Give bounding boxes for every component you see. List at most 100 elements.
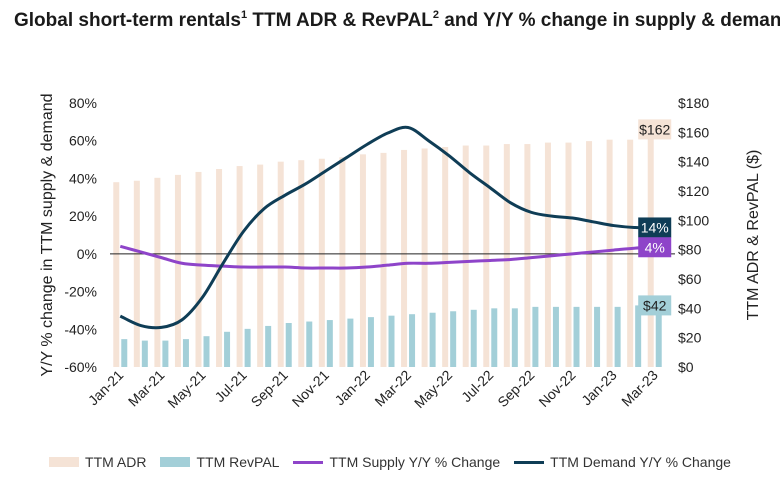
x-tick-label: Jan-22 (331, 367, 373, 409)
adr-bar (318, 158, 325, 367)
title-text-suffix: and Y/Y % change in supply & demand (439, 10, 780, 31)
revpal-bar (532, 306, 539, 367)
revpal-bar (655, 305, 662, 367)
legend-item-demand: TTM Demand Y/Y % Change (514, 454, 731, 470)
left-tick-label: 60% (69, 133, 97, 149)
end-label: $162 (639, 121, 670, 137)
legend-label-adr: TTM ADR (85, 454, 147, 470)
revpal-bar (429, 312, 436, 367)
adr-bar (277, 161, 284, 367)
revpal-bar (326, 320, 333, 367)
revpal-bar (182, 339, 189, 367)
revpal-bar (491, 308, 498, 367)
adr-bar (401, 149, 408, 367)
x-tick-label: Mar-23 (618, 367, 661, 410)
adr-bar (359, 154, 366, 367)
revpal-bar (141, 340, 148, 367)
revpal-bar (450, 311, 457, 367)
left-tick-label: -60% (64, 359, 97, 375)
revpal-bar (614, 306, 621, 367)
legend-label-demand: TTM Demand Y/Y % Change (550, 454, 731, 470)
left-tick-label: 40% (69, 170, 97, 186)
revpal-bar (347, 318, 354, 367)
end-label: 14% (641, 219, 669, 235)
supply-line (119, 244, 655, 270)
adr-bar (380, 152, 387, 367)
legend-swatch-demand (514, 460, 545, 464)
right-tick-label: $60 (678, 271, 702, 287)
end-label-box (638, 119, 672, 140)
revpal-bar (388, 315, 395, 367)
x-tick-label: Mar-21 (125, 367, 168, 410)
title-footnote-2: 2 (432, 9, 440, 21)
revpal-bar (409, 314, 416, 367)
x-tick-label: Jul-21 (211, 367, 249, 405)
x-tick-label: May-21 (164, 367, 208, 411)
x-tick-label: May-22 (411, 367, 455, 411)
right-tick-label: $80 (678, 242, 702, 258)
revpal-bar (203, 336, 210, 367)
revpal-bar (224, 331, 231, 367)
revpal-bar (162, 340, 169, 367)
left-tick-label: 20% (69, 208, 97, 224)
right-tick-label: $40 (678, 300, 702, 316)
x-tick-label: Nov-22 (535, 367, 578, 410)
adr-bar (442, 147, 449, 367)
legend-swatch-supply (293, 460, 324, 464)
adr-bar (627, 139, 634, 367)
x-tick-label: Sep-21 (248, 367, 291, 410)
right-tick-label: $0 (678, 359, 694, 375)
adr-bar (524, 144, 531, 367)
adr-bar (606, 139, 613, 367)
end-label-box (638, 295, 672, 316)
revpal-bar (121, 339, 128, 367)
adr-bar (462, 145, 469, 367)
title-text-middle: TTM ADR & RevPAL (247, 10, 433, 31)
adr-bar (195, 171, 202, 367)
right-tick-label: $100 (678, 212, 709, 228)
revpal-bar (511, 308, 518, 367)
adr-bar (298, 160, 305, 367)
legend-item-adr: TTM ADR (49, 454, 146, 470)
legend-swatch-revpal (160, 457, 191, 467)
revpal-bar (285, 323, 292, 367)
revpal-bar (306, 321, 313, 367)
adr-bar (421, 148, 428, 367)
right-tick-label: $140 (678, 154, 709, 170)
adr-bar (339, 157, 346, 367)
left-tick-label: 0% (77, 246, 97, 262)
end-label-box (638, 237, 672, 258)
end-label: $42 (643, 297, 667, 313)
right-tick-label: $120 (678, 183, 709, 199)
chart-plot: 80% 60% 40% 20% 0% -20% -40% -60% $180 $160 $140 $… (39, 93, 762, 411)
legend-item-revpal: TTM RevPAL (160, 454, 279, 470)
demand-line (119, 125, 655, 330)
adr-bar (503, 144, 510, 367)
x-tick-label: Mar-22 (371, 367, 414, 410)
revpal-bar (244, 328, 251, 367)
revpal-bar (265, 325, 272, 367)
x-tick-label: Jan-23 (578, 367, 620, 409)
left-tick-label: -20% (64, 284, 97, 300)
legend-label-supply: TTM Supply Y/Y % Change (329, 454, 501, 470)
revpal-bar (635, 305, 642, 367)
adr-bar (154, 177, 161, 367)
legend-label-revpal: TTM RevPAL (196, 454, 280, 470)
end-label-box (638, 217, 672, 238)
right-tick-label: $180 (678, 95, 709, 111)
left-tick-label: 80% (69, 95, 97, 111)
revpal-bar (470, 309, 477, 367)
adr-bar (174, 174, 181, 367)
x-tick-label: Sep-22 (494, 367, 537, 410)
chart-title: Global short-term rentals1 TTM ADR & Rev… (14, 9, 780, 32)
revpal-bar (552, 306, 559, 367)
left-axis-label: Y/Y % change in TTM supply & demand (39, 93, 56, 376)
legend-item-supply: TTM Supply Y/Y % Change (293, 454, 500, 470)
revpal-bar (594, 306, 601, 367)
right-tick-label: $160 (678, 124, 709, 140)
legend-swatch-adr (49, 457, 80, 467)
end-label: 4% (645, 239, 665, 255)
adr-bar (133, 180, 140, 367)
revpal-bar (367, 317, 374, 367)
adr-bar (113, 182, 120, 367)
